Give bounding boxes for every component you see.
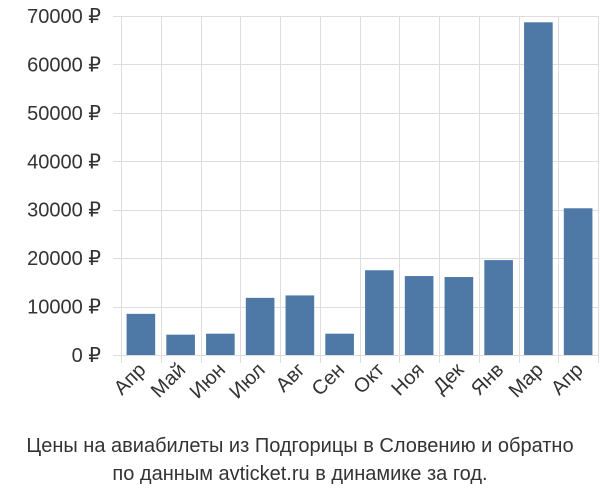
x-tick-label: Мар (505, 359, 548, 402)
y-tick-label: 20000 ₽ (27, 248, 101, 270)
x-tick-label: Ноя (387, 359, 428, 400)
bar (126, 313, 156, 355)
bar (166, 334, 195, 355)
y-tick-label: 50000 ₽ (27, 103, 101, 125)
grid-lines (113, 16, 599, 363)
x-tick-label: Май (147, 359, 190, 402)
bar (206, 333, 235, 355)
chart-caption-line-1: Цены на авиабилеты из Подгорицы в Словен… (26, 435, 574, 457)
bars (126, 22, 593, 355)
y-tick-label: 60000 ₽ (27, 54, 101, 76)
bar (484, 260, 513, 355)
bar-chart: 0 ₽ 10000 ₽ 20000 ₽ 30000 ₽ 40000 ₽ 50000 ₽ 60… (27, 6, 599, 403)
y-tick-label: 0 ₽ (72, 345, 102, 367)
x-tick-label: Авг (272, 359, 310, 397)
bar (444, 277, 474, 355)
x-tick-label: Апр (547, 359, 588, 400)
x-tick-label: Сен (308, 359, 349, 400)
x-tick-label: Янв (467, 359, 508, 400)
x-tick-label: Июн (186, 359, 230, 403)
x-tick-label: Окт (350, 359, 389, 398)
bar (524, 22, 553, 355)
bar (325, 333, 354, 355)
y-axis-tick-labels: 0 ₽ 10000 ₽ 20000 ₽ 30000 ₽ 40000 ₽ 50000 ₽ 60… (27, 6, 101, 367)
bar (285, 295, 315, 355)
bar (365, 270, 394, 355)
y-tick-label: 30000 ₽ (27, 200, 101, 222)
bar (404, 276, 434, 355)
y-tick-label: 70000 ₽ (27, 6, 101, 28)
x-tick-label: Дек (429, 359, 468, 398)
y-tick-label: 40000 ₽ (27, 151, 101, 173)
bar (563, 208, 593, 355)
bar (245, 297, 275, 355)
y-tick-label: 10000 ₽ (27, 297, 101, 319)
x-tick-label: Апр (110, 359, 151, 400)
x-tick-label: Июл (225, 359, 269, 403)
chart-caption-line-2: по данным avticket.ru в динамике за год. (112, 463, 488, 485)
